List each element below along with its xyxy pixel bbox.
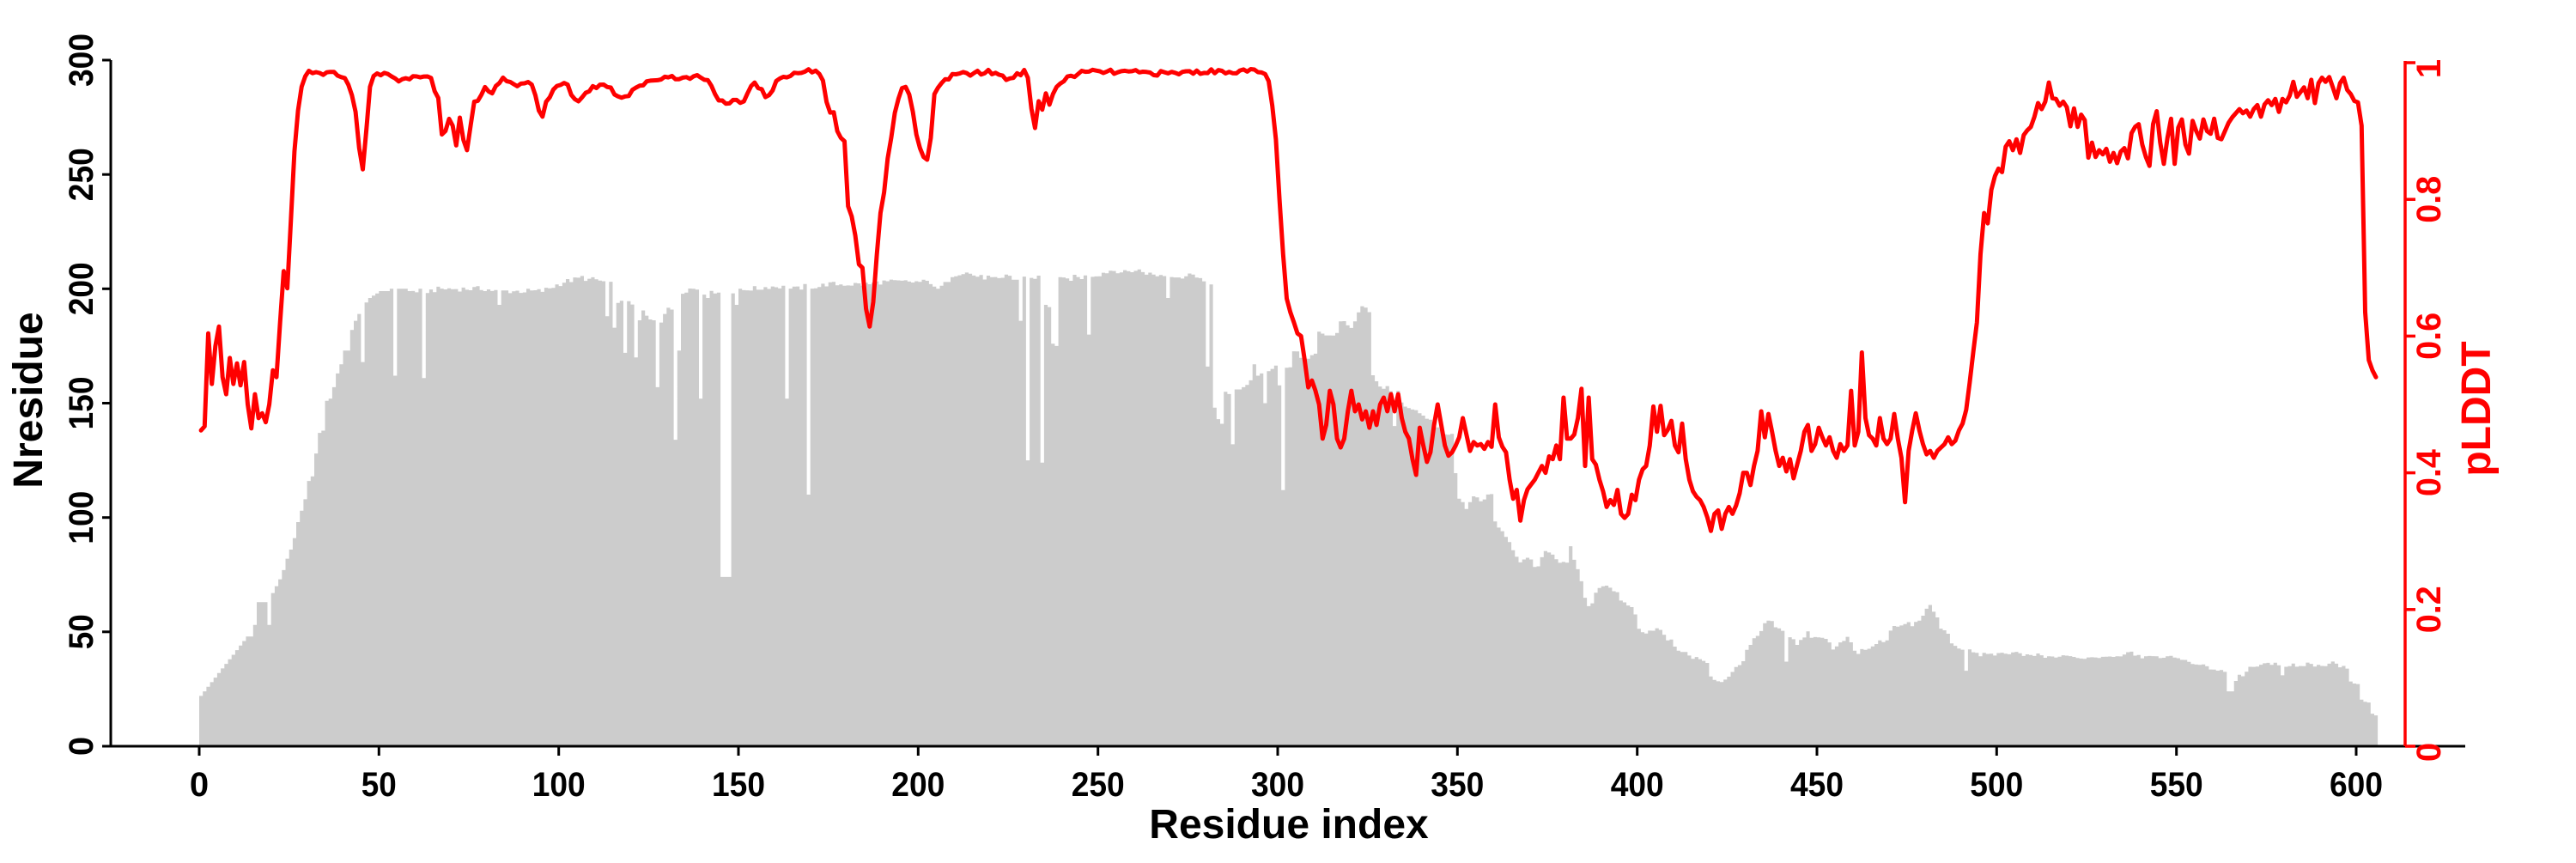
svg-text:500: 500 xyxy=(1970,766,2023,804)
svg-text:350: 350 xyxy=(1431,766,1484,804)
svg-text:0.8: 0.8 xyxy=(2410,176,2448,223)
svg-text:0: 0 xyxy=(190,766,209,804)
svg-text:0: 0 xyxy=(63,737,100,756)
svg-text:150: 150 xyxy=(712,766,765,804)
svg-text:300: 300 xyxy=(63,33,100,87)
svg-text:Residue index: Residue index xyxy=(1149,802,1429,848)
svg-text:100: 100 xyxy=(63,491,100,544)
svg-text:200: 200 xyxy=(891,766,945,804)
svg-text:0: 0 xyxy=(2410,743,2448,762)
svg-text:150: 150 xyxy=(63,377,100,430)
svg-text:50: 50 xyxy=(361,766,397,804)
svg-text:1: 1 xyxy=(2410,59,2448,78)
svg-text:600: 600 xyxy=(2330,766,2383,804)
svg-text:450: 450 xyxy=(1790,766,1844,804)
svg-text:250: 250 xyxy=(63,148,100,201)
svg-text:200: 200 xyxy=(63,262,100,315)
svg-text:0.6: 0.6 xyxy=(2410,313,2448,360)
svg-text:300: 300 xyxy=(1251,766,1304,804)
svg-text:250: 250 xyxy=(1072,766,1125,804)
svg-text:0.4: 0.4 xyxy=(2410,448,2448,496)
svg-text:400: 400 xyxy=(1611,766,1664,804)
svg-text:pLDDT: pLDDT xyxy=(2454,341,2500,476)
svg-text:0.2: 0.2 xyxy=(2410,586,2448,633)
svg-text:50: 50 xyxy=(63,614,100,649)
svg-text:Nresidue: Nresidue xyxy=(6,312,52,488)
svg-text:550: 550 xyxy=(2150,766,2203,804)
svg-text:100: 100 xyxy=(532,766,586,804)
